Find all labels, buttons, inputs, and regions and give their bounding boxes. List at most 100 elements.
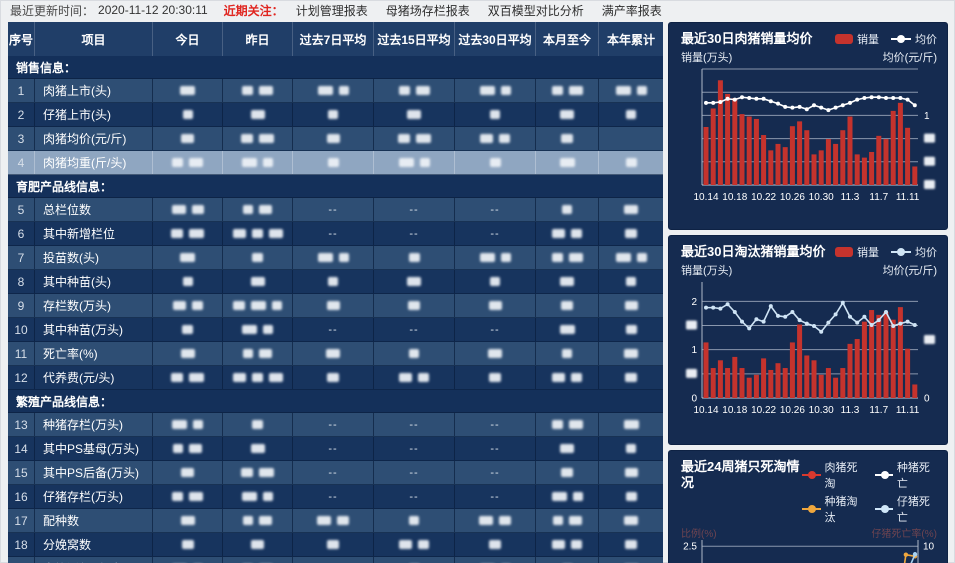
legend-item[interactable]: 肉猪死淘 [802, 459, 864, 491]
chart-panel-cull-pig-sales-price: 最近30日淘汰猪销量均价 销量 均价 销量(万头) 均价(元/斤) 10.14 10.18 1… [668, 235, 948, 445]
table-row[interactable]: 7 投苗数(头) [8, 246, 663, 270]
row-number: 8 [8, 270, 35, 293]
topbar-link-2[interactable]: 母猪场存栏报表 [385, 3, 470, 18]
value-cell-redacted: -- [293, 198, 374, 221]
row-label: 仔猪上市(头) [35, 103, 153, 126]
right-axis-label: 均价(元/斤) [882, 52, 937, 64]
value-cell-redacted [536, 103, 599, 126]
row-number: 15 [8, 461, 35, 484]
report-links: 计划管理报表 母猪场存栏报表 双百模型对比分析 满产率报表 [296, 2, 662, 19]
value-cell-redacted [223, 79, 293, 102]
table-row[interactable]: 8 其中种苗(头) [8, 270, 663, 294]
legend-item[interactable]: 仔猪死亡 [874, 493, 937, 525]
column-header: 过去7日平均 [293, 22, 374, 56]
section-title: 育肥产品线信息： [16, 179, 113, 194]
table-row[interactable]: 1 肉猪上市(头) [8, 79, 663, 103]
line-swatch-icon [874, 470, 893, 480]
table-row[interactable]: 17 配种数 [8, 509, 663, 533]
value-cell-redacted: -- [293, 318, 374, 341]
legend-item[interactable]: 销量 [835, 244, 879, 260]
value-cell-redacted [599, 246, 663, 269]
value-cell-redacted [455, 127, 536, 150]
table-row[interactable]: 16 仔猪存栏(万头) -- -- -- [8, 485, 663, 509]
value-cell-redacted [153, 509, 223, 532]
topbar-link-3[interactable]: 双百模型对比分析 [487, 3, 584, 18]
table-row[interactable]: 9 存栏数(万头) [8, 294, 663, 318]
table-row[interactable]: 5 总栏位数 -- -- -- [8, 198, 663, 222]
row-number: 17 [8, 509, 35, 532]
value-cell-redacted: -- [455, 485, 536, 508]
row-label: 窝均活仔(头/窝) [35, 557, 153, 563]
value-cell-redacted [599, 198, 663, 221]
value-cell-redacted [153, 485, 223, 508]
value-cell-redacted [536, 509, 599, 532]
table-row[interactable]: 6 其中新增栏位 -- -- -- [8, 222, 663, 246]
table-row[interactable]: 19窝均活仔(头/窝) [8, 557, 663, 563]
value-cell-redacted [374, 103, 455, 126]
value-cell-redacted [374, 342, 455, 365]
legend-item[interactable]: 种猪淘汰 [802, 493, 864, 525]
table-row[interactable]: 10 其中种苗(万头) -- -- -- [8, 318, 663, 342]
value-cell-redacted [153, 533, 223, 556]
value-cell-redacted: -- [455, 413, 536, 436]
row-label: 其中种苗(头) [35, 270, 153, 293]
svg-text:10.30: 10.30 [809, 192, 834, 203]
value-cell-redacted: -- [374, 485, 455, 508]
value-cell-redacted [599, 318, 663, 341]
section-row: 繁殖产品线信息： [8, 390, 663, 413]
value-cell-redacted [153, 437, 223, 460]
right-axis-label: 仔猪死亡率(%) [871, 529, 937, 540]
pig-sales-price-plot: 10.14 10.18 10.22 10.26 10.30 11.3 11.7 11.11 1 [693, 68, 935, 203]
value-cell-redacted [153, 222, 223, 245]
table-row[interactable]: 12 代养费(元/头) [8, 366, 663, 390]
legend-item[interactable]: 均价 [891, 244, 937, 260]
table-row[interactable]: 11 死亡率(%) [8, 342, 663, 366]
value-cell-redacted [223, 198, 293, 221]
legend-item[interactable]: 均价 [891, 31, 937, 47]
table-row[interactable]: 15 其中PS后备(万头) -- -- -- [8, 461, 663, 485]
value-cell-redacted [374, 557, 455, 563]
column-header: 本月至今 [536, 22, 599, 56]
value-cell-redacted: -- [374, 413, 455, 436]
legend-item[interactable]: 种猪死亡 [874, 459, 937, 491]
value-cell-redacted [599, 79, 663, 102]
value-cell-redacted [293, 270, 374, 293]
chart-title: 最近30日肉猪销量均价 [681, 31, 813, 46]
table-row[interactable]: 2 仔猪上市(头) [8, 103, 663, 127]
value-cell-redacted [293, 509, 374, 532]
value-cell-redacted [153, 461, 223, 484]
value-cell-redacted [599, 557, 663, 563]
right-axis-label: 均价(元/斤) [882, 265, 937, 277]
bar-swatch-icon [835, 247, 853, 257]
value-cell-redacted [536, 151, 599, 174]
table-row[interactable]: 13 种猪存栏(万头) -- -- -- [8, 413, 663, 437]
value-cell-redacted: -- [293, 437, 374, 460]
svg-text:11.3: 11.3 [841, 405, 860, 416]
column-header: 本年累计 [606, 32, 655, 47]
table-row[interactable]: 4 肉猪均重(斤/头) [8, 151, 663, 175]
value-cell-redacted [223, 270, 293, 293]
topbar: 最近更新时间： 2020-11-12 20:30:11 近期关注： 计划管理报表… [10, 0, 947, 20]
svg-text:0: 0 [691, 394, 697, 405]
svg-text:11.7: 11.7 [869, 192, 888, 203]
table-row[interactable]: 18 分娩窝数 [8, 533, 663, 557]
chart-panel-death-cull-trend: 最近24周猪只死淘情况 肉猪死淘 种猪死亡 种猪淘汰 仔猪死亡 比例(%) 仔猪死亡率(%)… [668, 450, 948, 563]
value-cell-redacted [153, 413, 223, 436]
table-row[interactable]: 14 其中PS基母(万头) -- -- -- [8, 437, 663, 461]
value-cell-redacted [223, 557, 293, 563]
table-row[interactable]: 3 肉猪均价(元/斤) [8, 127, 663, 151]
topbar-link-1[interactable]: 计划管理报表 [295, 3, 368, 18]
legend-item[interactable]: 销量 [835, 31, 879, 47]
value-cell-redacted [536, 485, 599, 508]
value-cell-redacted: -- [374, 318, 455, 341]
svg-text:10.26: 10.26 [780, 405, 805, 416]
value-cell-redacted [455, 366, 536, 389]
chart-title: 最近24周猪只死淘情况 [681, 459, 800, 490]
topbar-link-4[interactable]: 满产率报表 [601, 3, 662, 18]
value-cell-redacted [293, 127, 374, 150]
value-cell-redacted [223, 318, 293, 341]
row-label: 代养费(元/头) [35, 366, 153, 389]
value-cell-redacted [223, 461, 293, 484]
value-cell-redacted [455, 557, 536, 563]
